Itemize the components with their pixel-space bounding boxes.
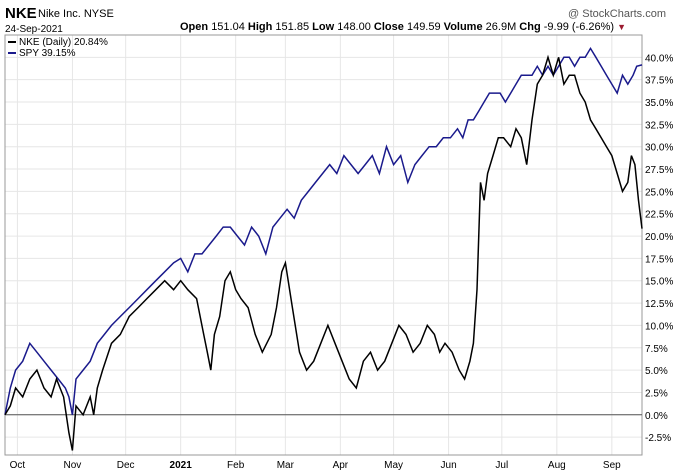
y-tick-label: 27.5% xyxy=(645,165,673,176)
y-tick-label: 20.0% xyxy=(645,232,673,243)
y-tick-label: 15.0% xyxy=(645,277,673,288)
x-tick-label: Mar xyxy=(277,460,295,471)
x-tick-label: Jun xyxy=(441,460,457,471)
x-tick-label: Sep xyxy=(603,460,621,471)
close-value: 149.59 xyxy=(406,21,441,33)
low-label: Low xyxy=(312,21,335,33)
x-tick-label: May xyxy=(384,460,403,471)
y-tick-label: 37.5% xyxy=(645,76,673,87)
y-tick-label: 40.0% xyxy=(645,53,673,64)
x-tick-label: Aug xyxy=(548,460,566,471)
y-tick-label: 17.5% xyxy=(645,254,673,265)
chart-date: 24-Sep-2021 xyxy=(5,24,63,35)
y-tick-label: 35.0% xyxy=(645,98,673,109)
y-tick-label: 0.0% xyxy=(645,411,668,422)
legend-spy-label: SPY 39.15% xyxy=(19,48,76,59)
x-tick-label: Dec xyxy=(117,460,135,471)
y-tick-label: 12.5% xyxy=(645,299,673,310)
y-tick-label: 22.5% xyxy=(645,210,673,221)
high-value: 151.85 xyxy=(275,21,310,33)
y-tick-label: 30.0% xyxy=(645,143,673,154)
chg-label: Chg xyxy=(519,21,541,33)
plot-area-border xyxy=(4,34,643,456)
y-tick-label: -2.5% xyxy=(645,433,671,444)
y-axis: 40.0% 37.5% 35.0% 32.5% 30.0% 27.5% 25.0% 22.5%… xyxy=(645,53,673,444)
nke-series-line xyxy=(4,54,643,451)
x-tick-label: Oct xyxy=(10,460,26,471)
x-tick-label: 2021 xyxy=(170,460,193,471)
x-axis: Oct Nov Dec 2021 Feb Mar Apr May Jun Jul Aug Sep xyxy=(10,460,622,471)
grid-lines xyxy=(5,35,642,455)
chg-value: -9.99 (-6.26%) xyxy=(543,21,615,33)
legend-nke-label: NKE (Daily) 20.84% xyxy=(19,37,108,48)
stockcharts-copyright[interactable]: @ StockCharts.com xyxy=(568,8,666,20)
y-tick-label: 5.0% xyxy=(645,366,668,377)
x-tick-label: Jul xyxy=(495,460,508,471)
x-tick-label: Apr xyxy=(333,460,349,471)
low-value: 148.00 xyxy=(337,21,371,33)
open-value: 151.04 xyxy=(211,21,245,33)
y-tick-label: 2.5% xyxy=(645,388,668,399)
open-label: Open xyxy=(180,21,209,33)
volume-label: Volume xyxy=(443,21,483,33)
down-arrow-icon: ▼ xyxy=(617,22,627,32)
y-tick-label: 7.5% xyxy=(645,344,668,355)
y-tick-label: 32.5% xyxy=(645,120,673,131)
ticker-symbol: NKE xyxy=(5,5,37,22)
y-tick-label: 25.0% xyxy=(645,187,673,198)
y-tick-label: 10.0% xyxy=(645,321,673,332)
x-tick-label: Nov xyxy=(64,460,82,471)
spy-series-line xyxy=(4,46,643,415)
x-tick-label: Feb xyxy=(227,460,245,471)
company-name: Nike Inc. NYSE xyxy=(38,8,114,20)
quote-summary: Open 151.04 High 151.85 Low 148.00 Close… xyxy=(180,21,626,33)
legend: NKE (Daily) 20.84% SPY 39.15% xyxy=(8,37,108,59)
volume-value: 26.9M xyxy=(485,21,517,33)
close-label: Close xyxy=(373,21,404,33)
high-label: High xyxy=(247,21,273,33)
